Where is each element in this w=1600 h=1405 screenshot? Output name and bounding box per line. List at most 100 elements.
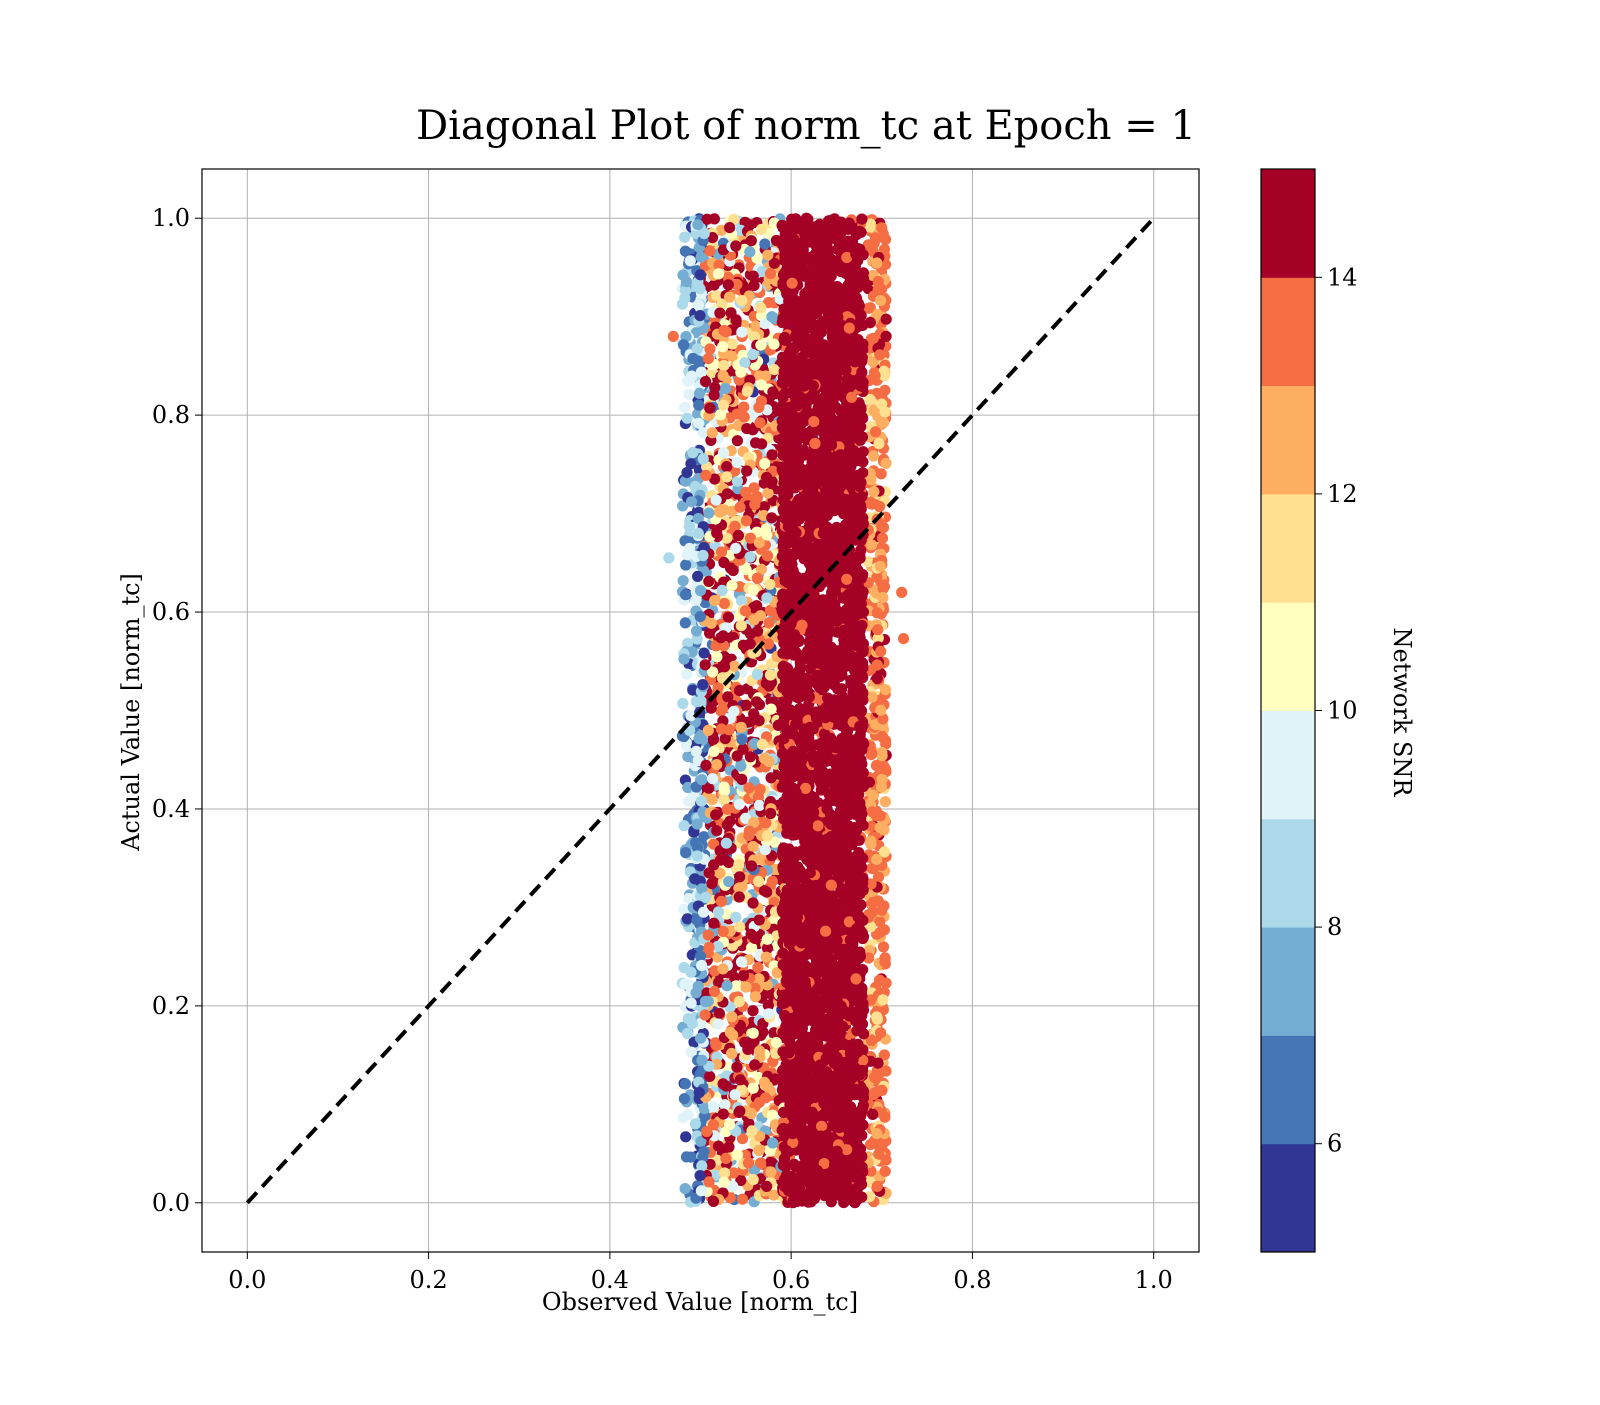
scatter-point (716, 546, 727, 557)
scatter-point (755, 1158, 766, 1169)
scatter-point (684, 389, 695, 400)
scatter-point (679, 1093, 690, 1104)
scatter-point (767, 876, 778, 887)
scatter-point (730, 1089, 741, 1100)
scatter-point (713, 1141, 724, 1152)
scatter-point (720, 1153, 731, 1164)
scatter-point (754, 699, 765, 710)
scatter-point (734, 502, 745, 513)
scatter-point (752, 492, 763, 503)
scatter-point (711, 759, 722, 770)
scatter-point (748, 280, 759, 291)
scatter-point (729, 661, 740, 672)
scatter-point (733, 530, 744, 541)
scatter-point (735, 367, 746, 378)
scatter-point (762, 250, 773, 261)
scatter-point (871, 1011, 882, 1022)
scatter-point (876, 781, 887, 792)
scatter-point (762, 550, 773, 561)
scatter-point (756, 224, 767, 235)
scatter-point (692, 819, 703, 830)
scatter-point (687, 353, 698, 364)
scatter-point (866, 539, 877, 550)
scatter-point (718, 557, 729, 568)
scatter-point (724, 222, 735, 233)
scatter-point (719, 1177, 730, 1188)
scatter-point (879, 924, 890, 935)
scatter-point (712, 1019, 723, 1030)
scatter-point (766, 772, 777, 783)
scatter-point (749, 1059, 760, 1070)
scatter-point (762, 1081, 773, 1092)
scatter-point (736, 774, 747, 785)
scatter-point (696, 960, 707, 971)
scatter-point (753, 1145, 764, 1156)
scatter-point (763, 638, 774, 649)
scatter-point (755, 784, 766, 795)
scatter-point (722, 804, 733, 815)
scatter-point (858, 1100, 869, 1111)
scatter-point (714, 308, 725, 319)
scatter-point (876, 468, 887, 479)
scatter-point (711, 651, 722, 662)
scatter-point (731, 314, 742, 325)
scatter-point (709, 390, 720, 401)
scatter-point (718, 370, 729, 381)
scatter-point (721, 471, 732, 482)
scatter-point (865, 839, 876, 850)
scatter-point (730, 912, 741, 923)
scatter-point (753, 402, 764, 413)
scatter-point (871, 1128, 882, 1139)
scatter-point (748, 841, 759, 852)
scatter-point (703, 507, 714, 518)
scatter-point (760, 844, 771, 855)
scatter-point (686, 371, 697, 382)
scatter-point (698, 453, 709, 464)
scatter-point (700, 659, 711, 670)
scatter-point (754, 417, 765, 428)
scatter-point (690, 595, 701, 606)
scatter-point (704, 1071, 715, 1082)
scatter-point (740, 487, 751, 498)
scatter-point (718, 926, 729, 937)
scatter-point (727, 1029, 738, 1040)
scatter-point (677, 698, 688, 709)
scatter-point (868, 450, 879, 461)
scatter-point (877, 994, 888, 1005)
scatter-point (880, 684, 891, 695)
scatter-point (868, 790, 879, 801)
scatter-point (718, 1109, 729, 1120)
scatter-point (870, 232, 881, 243)
scatter-point (867, 1109, 878, 1120)
scatter-point (704, 403, 715, 414)
scatter-point (703, 353, 714, 364)
scatter-point (709, 595, 720, 606)
scatter-point (748, 584, 759, 595)
scatter-point (734, 1106, 745, 1117)
scatter-point (742, 1044, 753, 1055)
scatter-point (874, 501, 885, 512)
scatter-point (680, 1078, 691, 1089)
scatter-point (719, 1099, 730, 1110)
scatter-point (726, 1011, 737, 1022)
scatter-point (737, 1194, 748, 1205)
scatter-point (736, 595, 747, 606)
scatter-point (680, 589, 691, 600)
scatter-point (693, 400, 704, 411)
scatter-point (685, 255, 696, 266)
scatter-point (699, 648, 710, 659)
scatter-point (692, 219, 703, 230)
scatter-point (878, 417, 889, 428)
scatter-point (743, 782, 754, 793)
scatter-point (731, 457, 742, 468)
scatter-point (694, 310, 705, 321)
scatter-point (761, 592, 772, 603)
scatter-point (683, 1109, 694, 1120)
scatter-point (700, 892, 711, 903)
scatter-point (736, 734, 747, 745)
scatter-point (740, 982, 751, 993)
scatter-point (700, 1009, 711, 1020)
scatter-point (746, 929, 757, 940)
scatter-point (695, 611, 706, 622)
scatter-point (877, 592, 888, 603)
